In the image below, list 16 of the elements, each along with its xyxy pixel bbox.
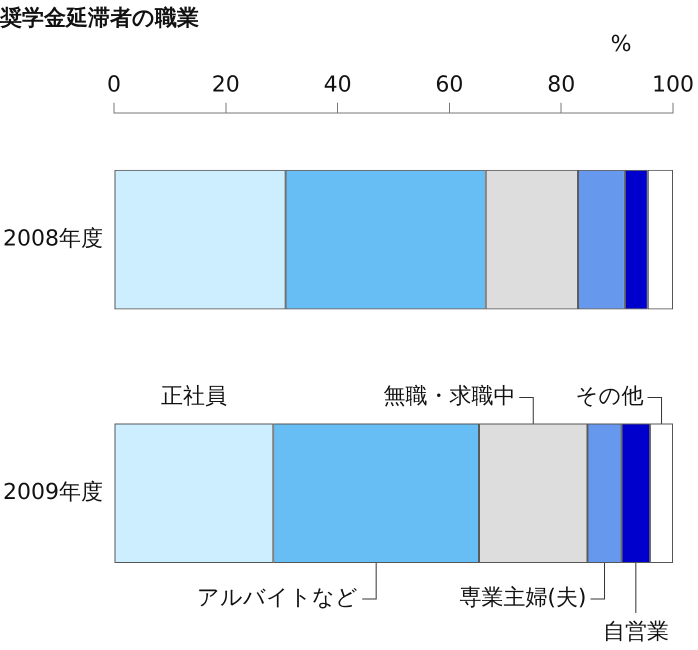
- text: 自営業: [602, 620, 669, 645]
- series-label: 正社員: [160, 384, 227, 410]
- y-tick-label: 2008年度: [2, 226, 103, 252]
- x-tick-label: 100: [652, 72, 694, 98]
- y-tick-label: 2009年度: [2, 480, 103, 505]
- series-label: アルバイトなど: [197, 586, 358, 611]
- x-tick-label: 60: [435, 72, 464, 98]
- x-tick-label: 80: [547, 72, 576, 98]
- chart-title: 奨学金延滞者の職業: [0, 6, 199, 31]
- x-tick-label: 40: [324, 72, 352, 98]
- series-label: 専業主婦(夫): [459, 586, 587, 611]
- series-label: その他: [576, 384, 644, 410]
- x-tick-label: 0: [106, 72, 121, 98]
- x-tick-label: 20: [212, 72, 240, 98]
- series-label: 無職・求職中: [383, 384, 516, 410]
- x-axis-title: %: [610, 32, 632, 58]
